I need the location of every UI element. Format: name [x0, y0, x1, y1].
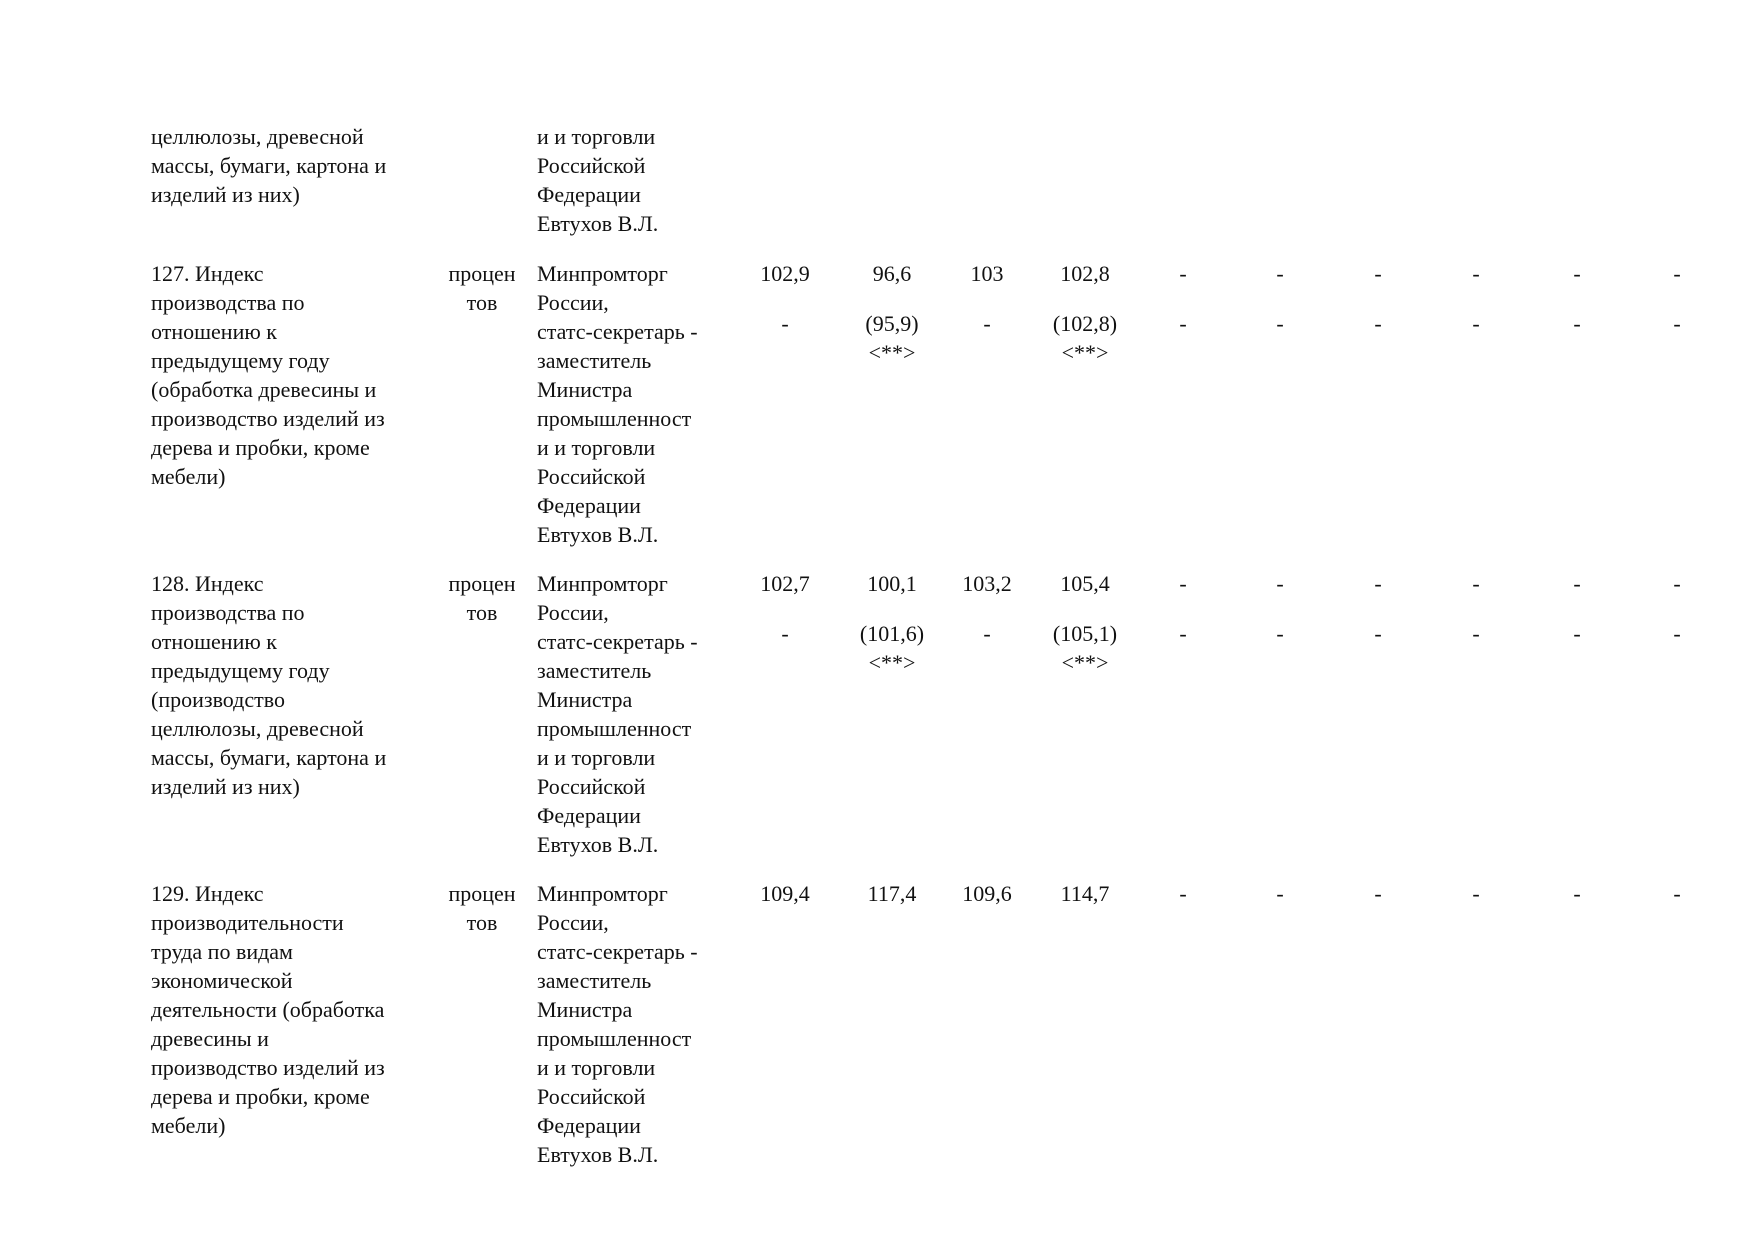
value-cell: 102,9: [760, 261, 810, 286]
value-cell: 105,4: [1060, 571, 1110, 596]
value-cell: -: [1276, 571, 1284, 596]
indicator-cell: 129. Индекс производительности труда по …: [151, 881, 385, 1138]
value-cell: 117,4: [867, 881, 917, 906]
value-cell: -: [1179, 571, 1187, 596]
value-cell: 114,7: [1060, 881, 1110, 906]
value-cell: -: [781, 621, 789, 646]
value-cell: 96,6: [872, 261, 912, 286]
value-cell: -: [1472, 311, 1480, 336]
value-cell: 109,4: [760, 881, 810, 906]
value-cell: (95,9) <**>: [865, 311, 919, 365]
responsible-cell: и и торговли Российской Федерации Евтухо…: [537, 124, 659, 236]
value-cell: -: [983, 311, 991, 336]
indicator-cell: целлюлозы, древесной массы, бумаги, карт…: [151, 124, 387, 207]
value-cell: -: [1374, 311, 1382, 336]
value-cell: 103: [970, 261, 1004, 286]
value-cell: -: [1374, 571, 1382, 596]
indicator-cell: 127. Индекс производства по отношению к …: [151, 261, 385, 489]
unit-cell: процен тов: [448, 571, 516, 625]
value-cell: -: [1276, 311, 1284, 336]
value-cell: (105,1) <**>: [1052, 621, 1118, 675]
unit-cell: процен тов: [448, 261, 516, 315]
value-cell: (102,8) <**>: [1052, 311, 1118, 365]
value-cell: -: [1673, 881, 1681, 906]
value-cell: 102,7: [760, 571, 810, 596]
value-cell: -: [1573, 261, 1581, 286]
value-cell: 103,2: [962, 571, 1012, 596]
value-cell: -: [1472, 621, 1480, 646]
unit-cell: процен тов: [448, 881, 516, 935]
value-cell: -: [1472, 571, 1480, 596]
value-cell: 102,8: [1060, 261, 1110, 286]
value-cell: -: [1673, 311, 1681, 336]
value-cell: (101,6) <**>: [859, 621, 925, 675]
value-cell: -: [1276, 621, 1284, 646]
value-cell: -: [1179, 621, 1187, 646]
value-cell: -: [1374, 621, 1382, 646]
indicator-cell: 128. Индекс производства по отношению к …: [151, 571, 387, 799]
value-cell: 100,1: [867, 571, 917, 596]
value-cell: -: [1673, 261, 1681, 286]
value-cell: -: [1276, 881, 1284, 906]
value-cell: -: [1179, 881, 1187, 906]
responsible-cell: Минпромторг России, статс-секретарь - за…: [537, 261, 698, 547]
value-cell: -: [1573, 571, 1581, 596]
responsible-cell: Минпромторг России, статс-секретарь - за…: [537, 571, 698, 857]
value-cell: -: [1673, 621, 1681, 646]
value-cell: -: [781, 311, 789, 336]
value-cell: -: [983, 621, 991, 646]
value-cell: -: [1573, 621, 1581, 646]
value-cell: -: [1374, 261, 1382, 286]
value-cell: -: [1573, 311, 1581, 336]
value-cell: -: [1276, 261, 1284, 286]
value-cell: -: [1179, 261, 1187, 286]
value-cell: -: [1573, 881, 1581, 906]
value-cell: -: [1673, 571, 1681, 596]
value-cell: 109,6: [962, 881, 1012, 906]
responsible-cell: Минпромторг России, статс-секретарь - за…: [537, 881, 698, 1167]
value-cell: -: [1374, 881, 1382, 906]
value-cell: -: [1179, 311, 1187, 336]
value-cell: -: [1472, 261, 1480, 286]
value-cell: -: [1472, 881, 1480, 906]
